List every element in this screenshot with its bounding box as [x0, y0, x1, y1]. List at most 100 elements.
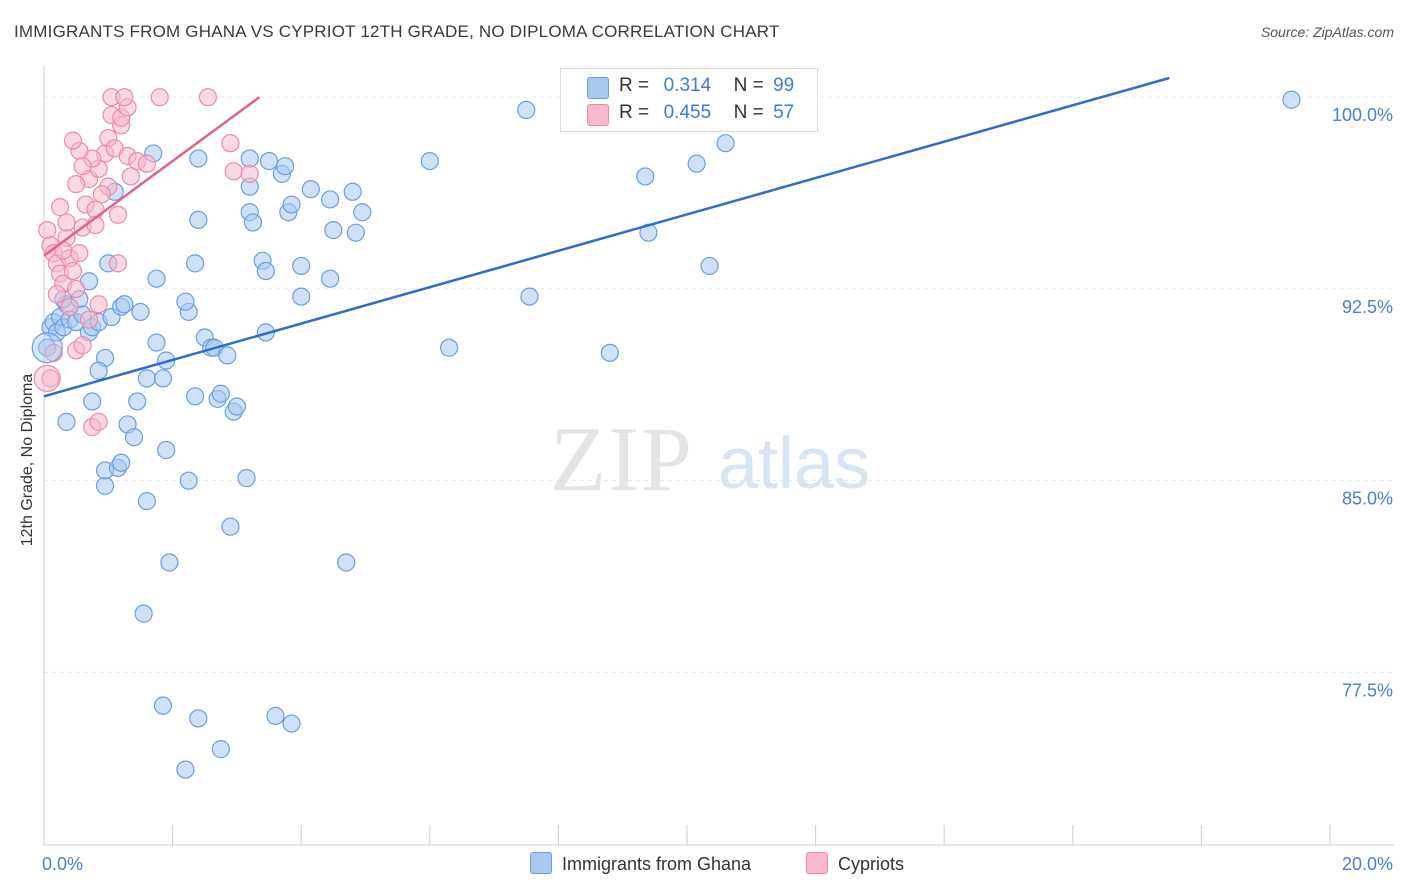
point-ghana	[301, 180, 320, 199]
point-ghana	[276, 157, 295, 176]
point-cypriots	[47, 284, 66, 304]
point-ghana	[176, 292, 195, 311]
point-ghana	[227, 397, 246, 416]
point-cypriots	[67, 279, 86, 299]
point-ghana	[211, 384, 230, 403]
point-ghana	[520, 287, 539, 306]
point-ghana	[218, 346, 237, 365]
point-cypriots	[38, 221, 57, 240]
point-cypriots	[92, 185, 111, 204]
legend-r-value-ghana: 0.314	[663, 75, 712, 96]
point-cypriots	[108, 254, 128, 273]
point-ghana	[221, 517, 240, 536]
point-ghana	[189, 709, 208, 728]
point-ghana	[259, 151, 279, 171]
bottom-legend-ghana: Immigrants from Ghana	[530, 852, 751, 875]
legend-n-label: N =	[733, 75, 764, 96]
point-ghana	[147, 269, 166, 288]
point-cypriots	[240, 164, 259, 183]
point-ghana	[112, 453, 131, 472]
point-ghana	[189, 210, 208, 229]
chart-source: Source: ZipAtlas.com	[1260, 24, 1394, 40]
tick-labels: 100.0% 92.5% 85.0% 77.5% 0.0% 20.0%	[42, 105, 1393, 874]
point-ghana	[321, 269, 340, 288]
point-ghana	[353, 203, 372, 222]
stats-legend: R = 0.314 N = 99 R = 0.455 N = 57	[560, 68, 818, 132]
point-ghana	[115, 295, 134, 314]
legend-n-value-cypriots: 57	[773, 102, 795, 123]
point-cypriots	[79, 310, 99, 329]
point-ghana	[179, 471, 198, 490]
point-ghana	[321, 190, 340, 209]
legend-n-value-ghana: 99	[773, 75, 795, 96]
point-ghana	[128, 392, 147, 411]
point-ghana	[186, 387, 205, 406]
point-cypriots	[89, 295, 108, 314]
point-cypriots	[86, 200, 105, 219]
axes	[43, 66, 1394, 846]
point-ghana	[700, 256, 719, 276]
trend-line-ghana	[43, 76, 1170, 398]
point-ghana	[420, 151, 439, 171]
point-ghana	[189, 149, 208, 168]
point-cypriots	[89, 412, 108, 431]
point-cypriots	[221, 134, 240, 153]
point-ghana	[137, 492, 156, 511]
legend-swatch-cypriots	[587, 104, 609, 126]
point-cypriots	[150, 88, 169, 107]
point-ghana	[160, 553, 179, 572]
point-ghana	[517, 100, 536, 120]
point-ghana	[600, 343, 619, 362]
point-ghana	[346, 223, 365, 242]
point-cypriots	[63, 131, 83, 150]
point-ghana	[292, 287, 311, 306]
x-tick-label: 0.0%	[42, 854, 83, 874]
point-ghana	[153, 369, 173, 388]
y-tick-label: 85.0%	[1342, 489, 1393, 509]
x-tick-label: 20.0%	[1342, 854, 1393, 874]
point-ghana	[153, 696, 173, 715]
legend-r-label: R =	[619, 102, 650, 123]
point-cypriots	[63, 261, 83, 281]
watermark-atlas: atlas	[718, 424, 870, 504]
legend-r-label: R =	[619, 75, 650, 96]
point-ghana	[131, 302, 150, 322]
data-points	[31, 88, 1301, 779]
point-cypriots	[121, 167, 140, 186]
point-ghana	[237, 469, 256, 488]
legend-r-value-cypriots: 0.455	[663, 102, 712, 123]
y-tick-label: 100.0%	[1332, 105, 1393, 125]
point-cypriots	[137, 154, 156, 173]
point-ghana	[134, 604, 153, 623]
y-tick-label: 77.5%	[1342, 680, 1393, 700]
point-cypriots	[33, 364, 61, 393]
point-ghana	[31, 332, 63, 364]
point-ghana	[186, 254, 205, 273]
chart-title: IMMIGRANTS FROM GHANA VS CYPRIOT 12TH GR…	[14, 22, 780, 41]
point-cypriots	[70, 244, 89, 263]
point-cypriots	[60, 297, 79, 316]
trend-lines	[43, 76, 1170, 398]
point-ghana	[157, 440, 176, 460]
point-ghana	[137, 369, 156, 388]
bottom-legend-label-cypriots: Cypriots	[838, 854, 905, 874]
point-ghana	[687, 154, 706, 173]
point-cypriots	[224, 162, 243, 181]
watermark-zip: ZIP	[550, 408, 694, 510]
point-ghana	[240, 149, 259, 168]
legend-swatch-ghana	[587, 77, 609, 99]
point-ghana	[636, 167, 655, 186]
bottom-legend-swatch-ghana	[530, 852, 552, 874]
bottom-legend-swatch-cypriots	[806, 852, 828, 874]
point-cypriots	[198, 88, 218, 107]
point-ghana	[282, 714, 301, 733]
point-ghana	[147, 333, 166, 352]
point-cypriots	[50, 198, 70, 217]
point-ghana	[83, 392, 102, 411]
point-ghana	[1282, 90, 1301, 109]
point-ghana	[176, 760, 195, 779]
point-ghana	[57, 412, 76, 431]
point-ghana	[324, 221, 343, 240]
point-ghana	[292, 256, 311, 276]
